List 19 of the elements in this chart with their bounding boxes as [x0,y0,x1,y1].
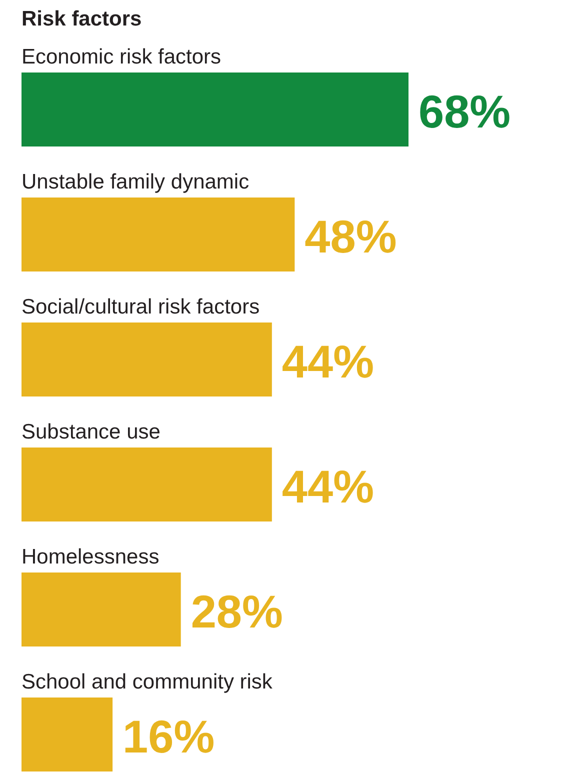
y-tick-label: School and community risk [22,670,273,694]
data-label: 68% [418,86,511,138]
bar [22,572,181,646]
y-tick-label: Economic risk factors [22,46,222,68]
y-tick-label: Substance use [22,420,160,444]
y-tick-label: Unstable family dynamic [22,170,250,194]
bar [22,72,408,146]
data-label: 44% [282,460,374,512]
bar [22,322,272,396]
data-label: 16% [122,710,215,762]
bar [22,198,295,272]
bar [22,448,272,522]
text: Risk factors [22,8,142,30]
bar [22,698,113,772]
y-tick-label: Social/cultural risk factors [22,296,260,318]
data-label: 44% [282,336,374,388]
data-label: 28% [190,586,283,638]
data-label: 48% [304,210,397,262]
y-tick-label: Homelessness [22,546,160,568]
